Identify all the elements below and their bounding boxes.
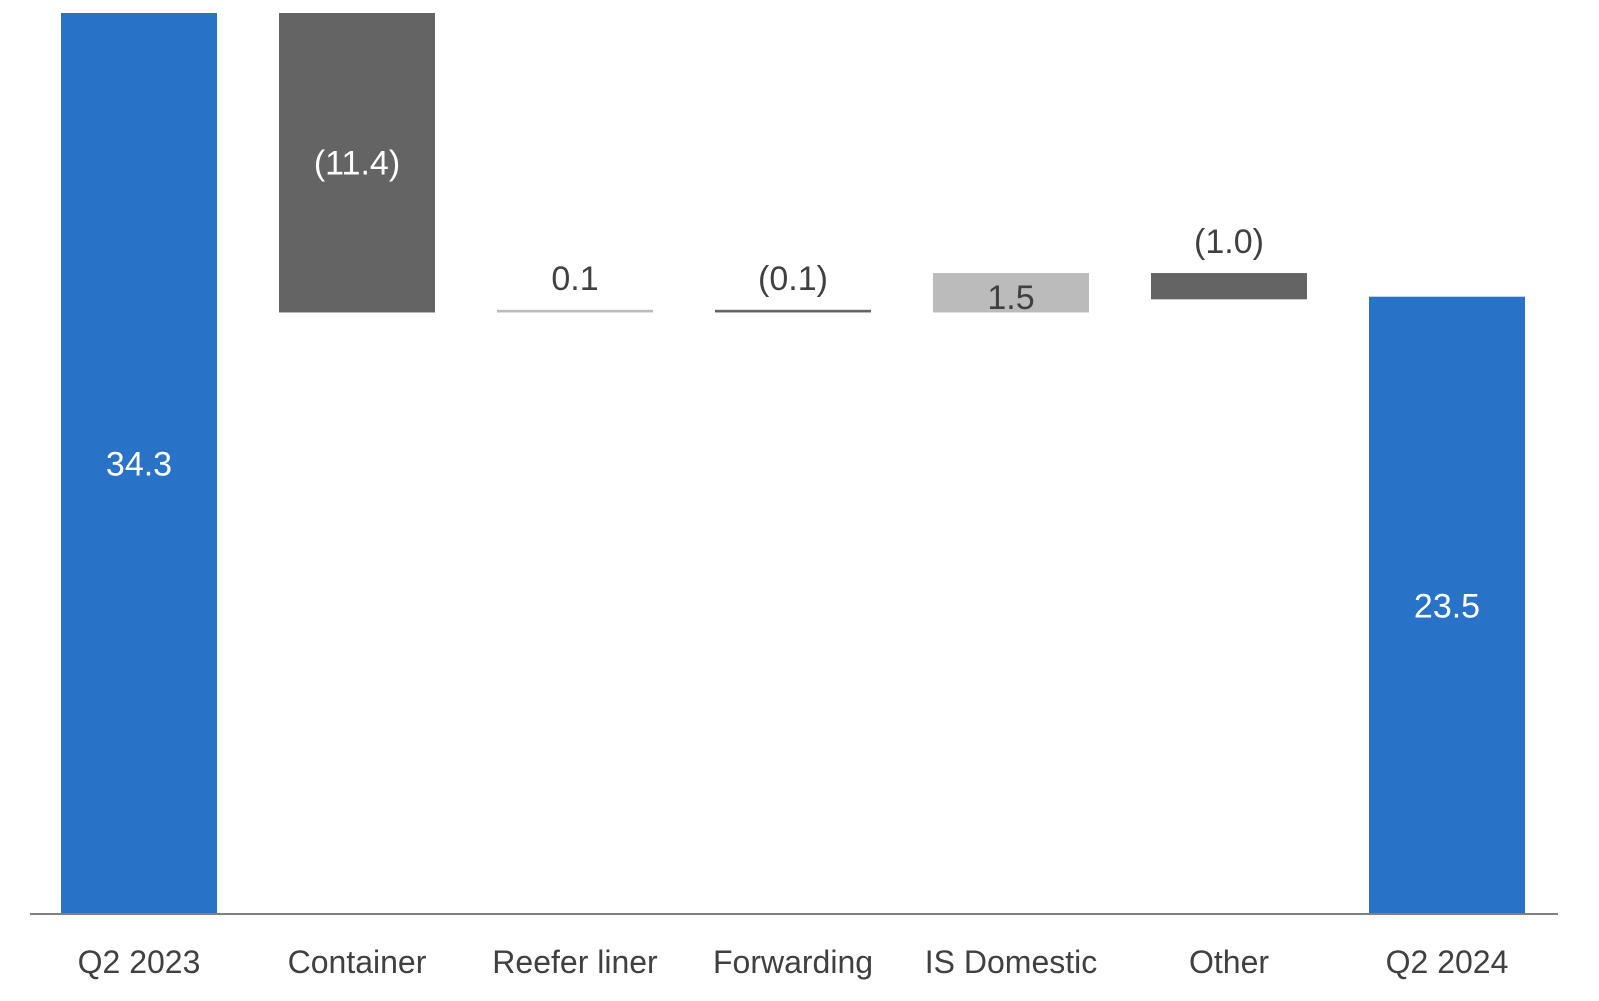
x-tick-label-container: Container [288,944,427,980]
bar-q2-2023 [61,13,217,914]
x-tick-labels-layer: Q2 2023 Container Reefer liner Forwarding IS… [78,944,1509,980]
data-label-forwarding: (0.1) [758,260,828,298]
bars-layer [61,13,1525,915]
bar-forwarding [715,309,871,313]
bar-container [279,13,435,313]
data-labels-layer: 34.3 (11.4) 0.1 (0.1) 1.5 (1.0) 23.5 [106,145,1480,626]
data-label-q2-2023: 34.3 [106,446,172,484]
x-tick-label-is-domestic: IS Domestic [925,944,1097,980]
bar-q2-2024 [1369,296,1525,915]
bar-other [1151,273,1307,300]
bar-reefer-liner [497,309,653,313]
data-label-is-domestic: 1.5 [987,279,1034,317]
data-label-reefer-liner: 0.1 [551,260,598,298]
data-label-other: (1.0) [1194,223,1264,261]
x-tick-label-q2-2023: Q2 2023 [78,944,201,980]
bar-is-domestic [933,273,1089,313]
data-label-container: (11.4) [314,145,400,183]
x-tick-label-other: Other [1189,944,1269,980]
x-tick-label-reefer-liner: Reefer liner [492,944,658,980]
data-label-q2-2024: 23.5 [1414,587,1480,625]
x-tick-label-q2-2024: Q2 2024 [1386,944,1509,980]
x-tick-label-forwarding: Forwarding [713,944,873,980]
